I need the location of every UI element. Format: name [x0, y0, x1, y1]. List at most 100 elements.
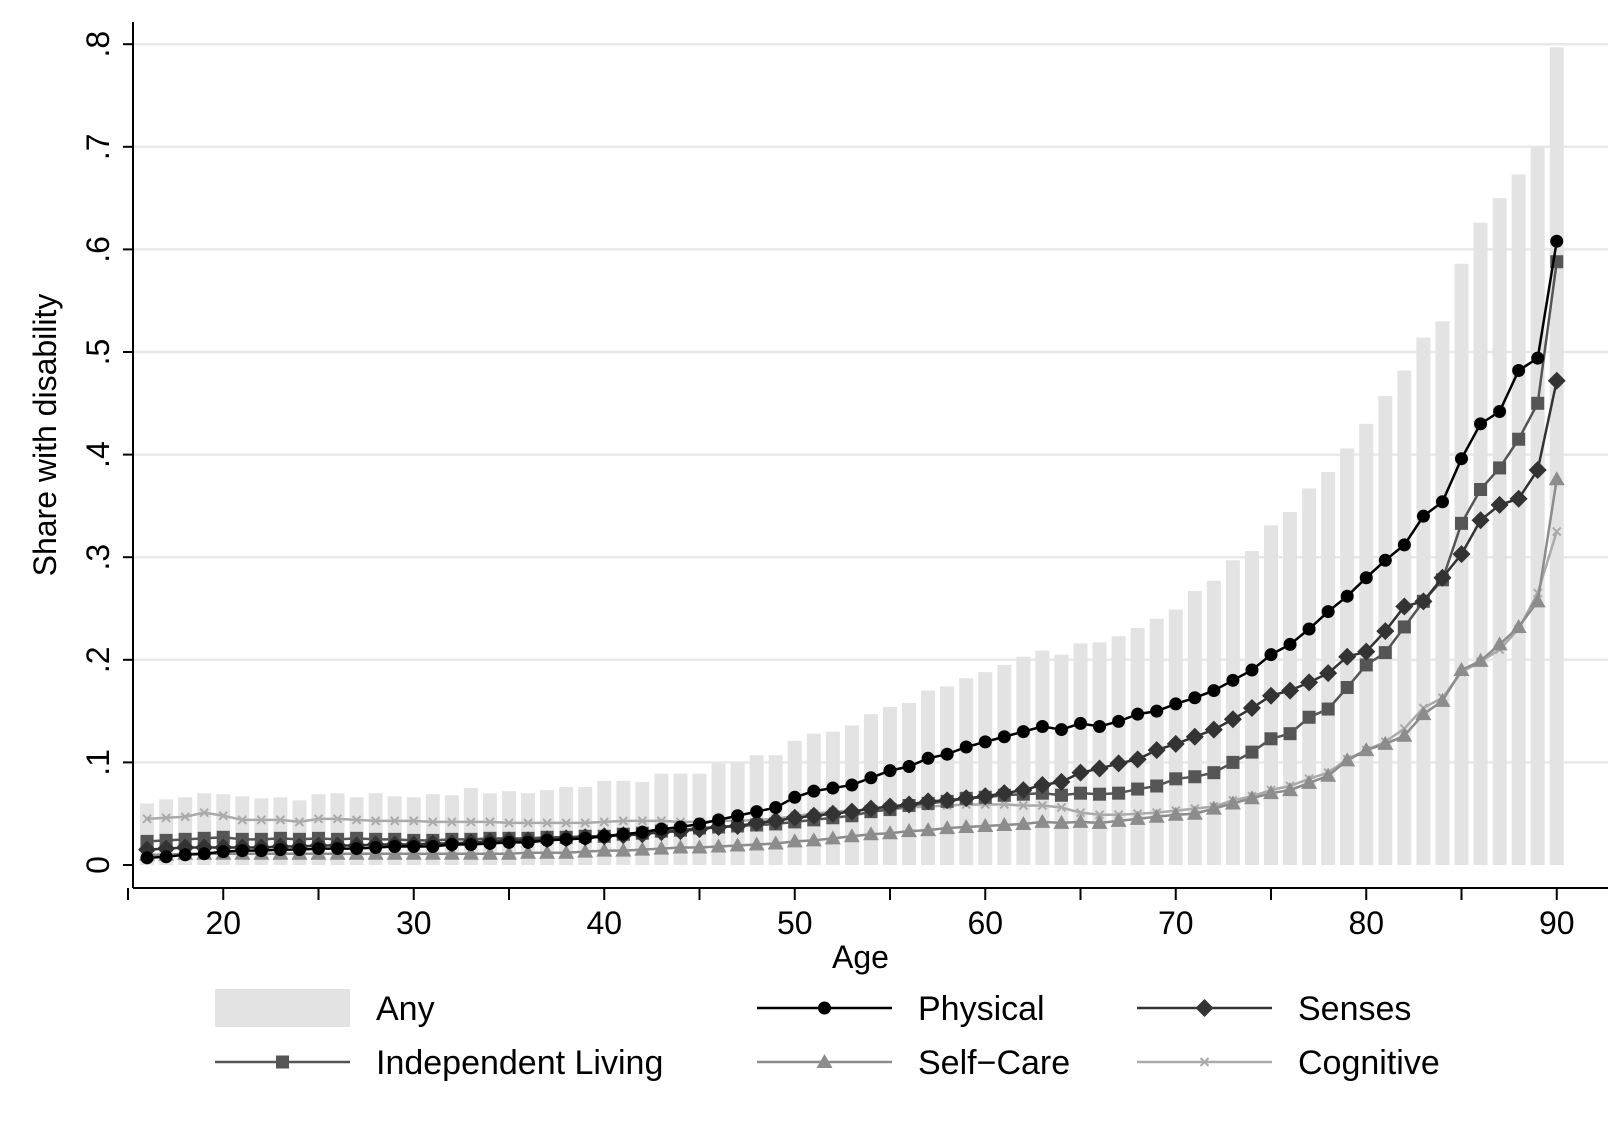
self-care-point: [1529, 593, 1546, 608]
senses-point: [1071, 763, 1090, 782]
physical-point: [769, 801, 783, 815]
senses-point: [900, 795, 919, 814]
physical-point: [521, 835, 535, 849]
senses-point: [995, 784, 1014, 803]
self-care-point: [1167, 806, 1184, 821]
physical-point: [483, 836, 497, 850]
senses-point: [842, 802, 861, 821]
physical-point: [1531, 351, 1545, 365]
physical-point: [712, 813, 726, 827]
any-bar: [1530, 146, 1545, 866]
y-tick-label: .4: [80, 441, 116, 468]
physical-point: [1378, 553, 1392, 567]
physical-point: [1512, 363, 1526, 377]
senses-point: [1281, 681, 1300, 700]
independent-living-point: [1531, 396, 1545, 410]
self-care-point: [843, 828, 860, 843]
self-care-point: [634, 841, 651, 856]
any-bar: [1073, 643, 1088, 865]
any-bar: [578, 787, 593, 865]
self-care-point: [1224, 795, 1241, 810]
senses-point: [1052, 772, 1071, 791]
self-care-point: [1548, 471, 1565, 486]
senses-point: [938, 791, 957, 810]
any-bars: [140, 47, 1564, 866]
physical-point: [673, 820, 687, 834]
cognitive-point: [256, 815, 267, 825]
self-care-point: [729, 837, 746, 852]
cognitive-point: [1037, 800, 1048, 811]
independent-living-point: [1340, 681, 1354, 695]
physical-point: [1245, 663, 1259, 677]
senses-point: [804, 806, 823, 825]
self-care-point: [1034, 813, 1051, 828]
any-bar: [1092, 642, 1107, 865]
independent-living-point: [1321, 702, 1335, 716]
physical-point: [1264, 648, 1278, 662]
physical-point: [1493, 405, 1507, 419]
senses-point: [976, 787, 995, 806]
self-care-point: [1129, 810, 1146, 825]
independent-living-point: [1493, 461, 1507, 475]
independent-living-point: [1226, 755, 1240, 769]
physical-point: [502, 835, 516, 849]
legend-marker-senses: [1195, 999, 1214, 1017]
cognitive-point: [218, 811, 228, 821]
y-axis-label: Share with disability: [27, 294, 63, 577]
independent-living-point: [1054, 788, 1068, 802]
senses-point: [919, 792, 938, 811]
senses-point: [1166, 734, 1185, 753]
physical-point: [1207, 684, 1221, 698]
senses-point: [1471, 511, 1490, 530]
physical-point: [616, 827, 630, 841]
cognitive-point: [1552, 526, 1562, 537]
independent-living-point: [1131, 782, 1145, 796]
y-tick-label: .5: [80, 339, 116, 366]
senses-point: [1242, 699, 1261, 718]
independent-living-point: [1264, 732, 1278, 746]
y-tick-label: .1: [80, 749, 116, 776]
self-care-point: [1510, 618, 1527, 633]
gridlines: [133, 42, 1608, 764]
any-bar: [1111, 636, 1126, 865]
physical-point: [350, 842, 364, 856]
senses-point: [1395, 597, 1414, 616]
self-care-point: [539, 844, 556, 859]
any-bar: [1397, 370, 1412, 865]
any-bar: [1035, 650, 1050, 865]
senses-point: [747, 813, 766, 832]
independent-living-point: [1474, 482, 1488, 496]
self-care-point: [501, 845, 517, 860]
any-bar: [883, 706, 897, 865]
self-care-point: [901, 823, 918, 838]
independent-living-point: [1359, 658, 1373, 672]
cognitive-point: [523, 818, 533, 828]
self-care-point: [1301, 774, 1318, 789]
physical-point: [578, 831, 592, 845]
senses-point: [766, 811, 785, 830]
independent-living-point: [1245, 745, 1259, 759]
senses-point: [1128, 750, 1147, 769]
independent-living-point: [1397, 620, 1411, 634]
senses-point: [1452, 545, 1471, 564]
physical-point: [178, 848, 192, 862]
independent-living-point: [216, 830, 230, 844]
cognitive-point: [275, 815, 286, 825]
physical-point: [1283, 637, 1297, 651]
physical-point: [235, 844, 249, 858]
independent-living-point: [1283, 727, 1297, 741]
self-care-point: [1110, 812, 1127, 827]
physical-point: [1340, 589, 1354, 603]
any-bar: [654, 773, 669, 865]
senses-point: [1433, 568, 1452, 587]
cognitive-point: [466, 817, 476, 827]
physical-point: [693, 817, 706, 831]
senses-point: [957, 789, 976, 808]
physical-point: [407, 840, 421, 854]
any-bar: [978, 672, 993, 865]
legend-label-cognitive: Cognitive: [1298, 1044, 1440, 1082]
physical-point: [997, 730, 1011, 744]
senses-point: [1109, 754, 1128, 773]
cognitive-point: [1094, 810, 1105, 820]
independent-living-point: [1207, 766, 1221, 780]
